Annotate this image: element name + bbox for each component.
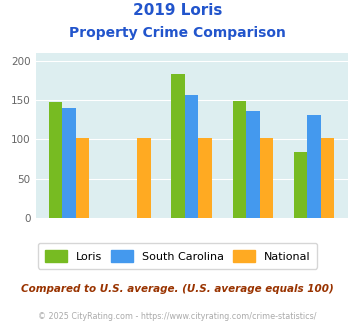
Bar xyxy=(76,139,89,218)
Text: Compared to U.S. average. (U.S. average equals 100): Compared to U.S. average. (U.S. average … xyxy=(21,284,334,294)
Bar xyxy=(49,102,62,218)
Bar xyxy=(321,139,334,218)
Bar xyxy=(137,139,151,218)
Text: Property Crime Comparison: Property Crime Comparison xyxy=(69,26,286,40)
Bar xyxy=(307,115,321,218)
Bar xyxy=(62,108,76,218)
Bar xyxy=(198,139,212,218)
Text: 2019 Loris: 2019 Loris xyxy=(133,3,222,18)
Bar xyxy=(185,95,198,218)
Text: © 2025 CityRating.com - https://www.cityrating.com/crime-statistics/: © 2025 CityRating.com - https://www.city… xyxy=(38,312,317,321)
Bar xyxy=(294,152,307,218)
Bar xyxy=(233,101,246,218)
Bar xyxy=(246,111,260,218)
Bar xyxy=(260,139,273,218)
Bar xyxy=(171,74,185,218)
Legend: Loris, South Carolina, National: Loris, South Carolina, National xyxy=(38,243,317,269)
